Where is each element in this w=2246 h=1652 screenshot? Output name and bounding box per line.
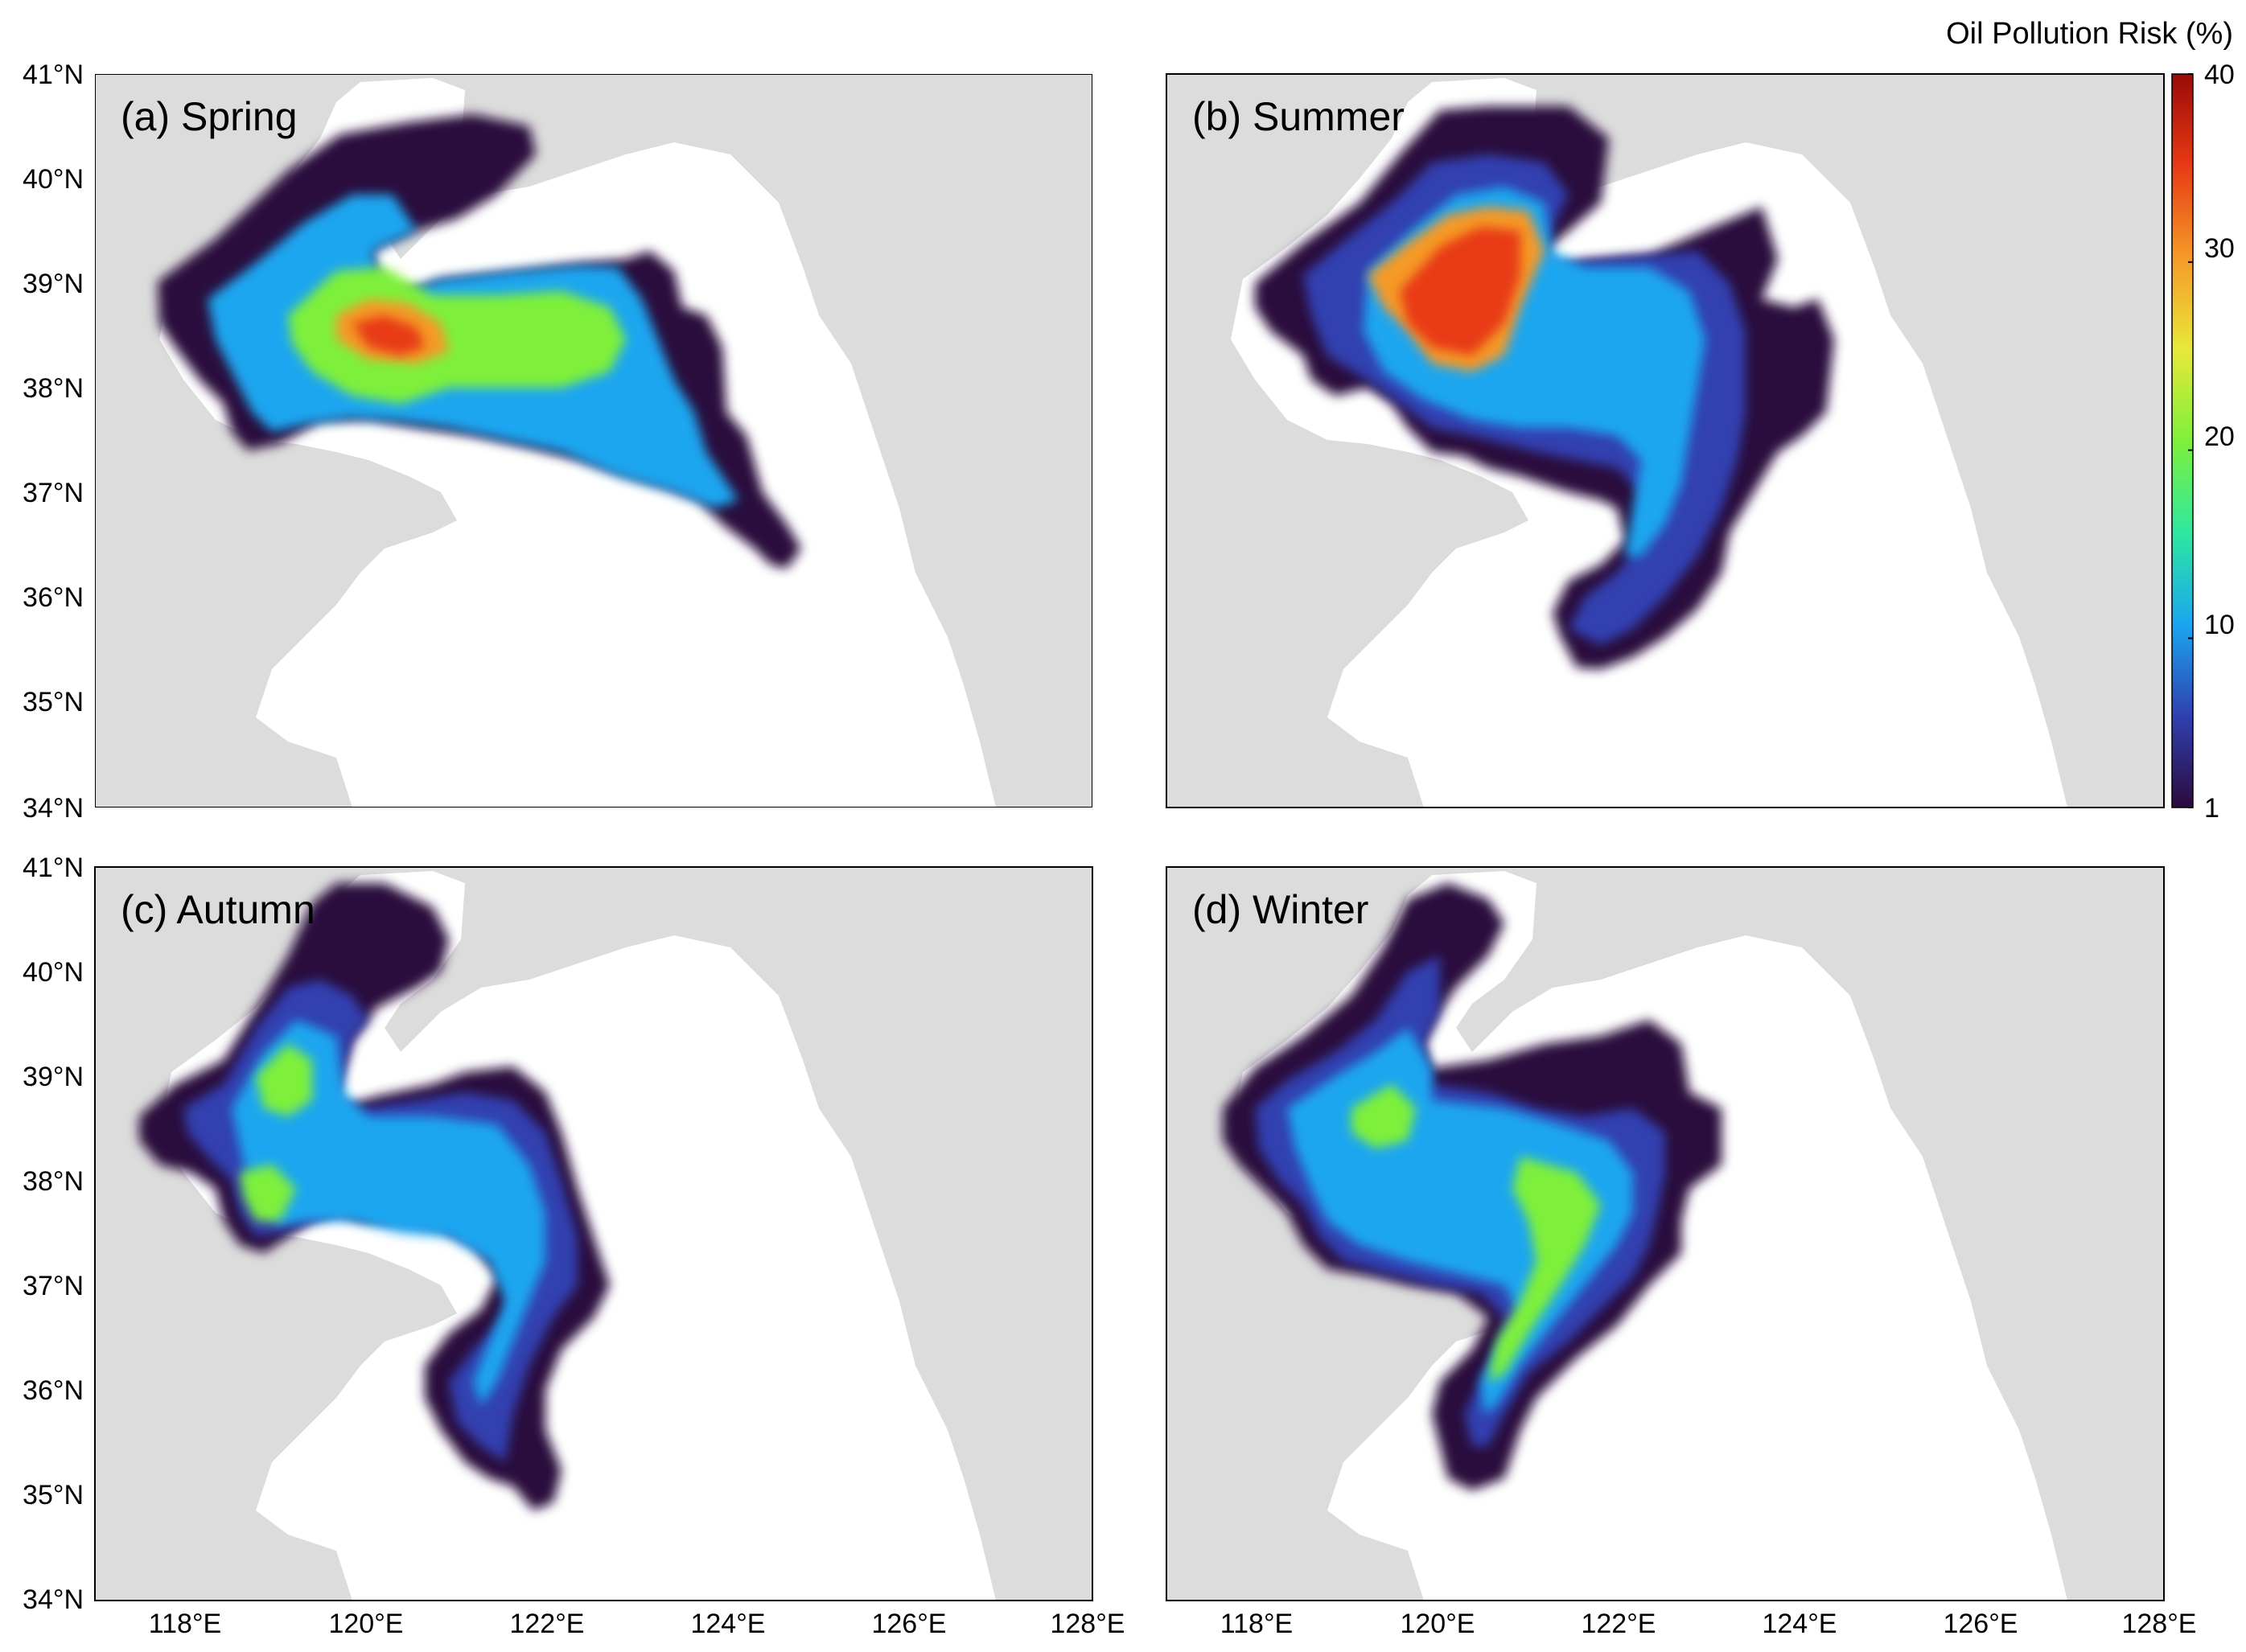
lon-axis-right: 118°E 120°E 122°E 124°E 126°E 128°E [1220, 1609, 2197, 1639]
lon-tick-label: 122°E [509, 1609, 584, 1639]
lat-tick-label: 34°N [23, 793, 84, 824]
colorbar-tick-label: 20 [2204, 421, 2235, 452]
map-panel-a: (a) Spring [95, 74, 1092, 808]
lat-tick-label: 38°N [23, 373, 84, 404]
lon-tick-label: 128°E [1050, 1609, 1125, 1639]
lat-tick-label: 39°N [23, 269, 84, 299]
colorbar-tick-label: 10 [2204, 610, 2235, 640]
risk-hot-zone [1351, 1084, 1601, 1382]
lat-tick-label: 37°N [23, 1271, 84, 1301]
lon-tick-label: 128°E [2121, 1609, 2196, 1639]
map-panel-b: (b) Summer [1166, 73, 2165, 808]
map-frame [94, 866, 1093, 1601]
lon-tick-label: 126°E [1943, 1609, 2018, 1639]
risk-overlay [139, 883, 610, 1510]
lon-axis-left: 118°E 120°E 122°E 124°E 126°E 128°E [149, 1609, 1125, 1639]
map-frame [1166, 73, 2165, 808]
lat-tick-label: 41°N [23, 60, 84, 90]
map-panel-d: (d) Winter [1166, 866, 2165, 1601]
panel-title: (a) Spring [121, 94, 298, 139]
lat-tick-label: 36°N [23, 1375, 84, 1406]
lat-tick-label: 41°N [23, 853, 84, 883]
panel-title: (d) Winter [1192, 887, 1368, 932]
colorbar-title: Oil Pollution Risk (%) [1946, 17, 2233, 51]
risk-high-zone [232, 1020, 545, 1406]
colorbar-tick-label: 40 [2204, 60, 2235, 90]
colorbar: Oil Pollution Risk (%) 40 30 20 10 1 [1946, 17, 2235, 824]
lon-tick-label: 122°E [1581, 1609, 1656, 1639]
risk-overlay [1255, 106, 1834, 669]
panel-title: (b) Summer [1192, 94, 1405, 139]
lat-tick-label: 40°N [23, 164, 84, 195]
risk-hot-zone [240, 1044, 312, 1221]
lon-tick-label: 120°E [1400, 1609, 1475, 1639]
lat-tick-label: 35°N [23, 687, 84, 717]
lon-tick-label: 118°E [1220, 1609, 1293, 1639]
lat-axis-bottom: 41°N 40°N 39°N 38°N 37°N 36°N 35°N 34°N [23, 853, 84, 1615]
lat-tick-label: 38°N [23, 1166, 84, 1197]
map-frame [1166, 866, 2165, 1601]
risk-overlay [1223, 883, 1722, 1490]
lat-tick-label: 36°N [23, 582, 84, 613]
colorbar-gradient [2171, 73, 2194, 808]
lon-tick-label: 124°E [690, 1609, 765, 1639]
lat-tick-label: 34°N [23, 1584, 84, 1615]
colorbar-tick-label: 1 [2204, 793, 2219, 824]
risk-overlay [158, 114, 801, 569]
risk-peak-zone [1400, 227, 1520, 355]
lat-axis-top: 41°N 40°N 39°N 38°N 37°N 36°N 35°N 34°N [23, 60, 84, 824]
map-panel-c: (c) Autumn [94, 866, 1093, 1601]
lat-tick-label: 39°N [23, 1062, 84, 1092]
risk-peak-zone [352, 315, 425, 355]
lon-tick-label: 124°E [1762, 1609, 1837, 1639]
lon-tick-label: 126°E [871, 1609, 946, 1639]
lat-tick-label: 40°N [23, 957, 84, 988]
lon-tick-label: 120°E [328, 1609, 403, 1639]
lat-tick-label: 37°N [23, 478, 84, 508]
lon-tick-label: 118°E [149, 1609, 221, 1639]
panel-title: (c) Autumn [121, 887, 315, 932]
lat-tick-label: 35°N [23, 1480, 84, 1510]
colorbar-tick-label: 30 [2204, 233, 2235, 264]
